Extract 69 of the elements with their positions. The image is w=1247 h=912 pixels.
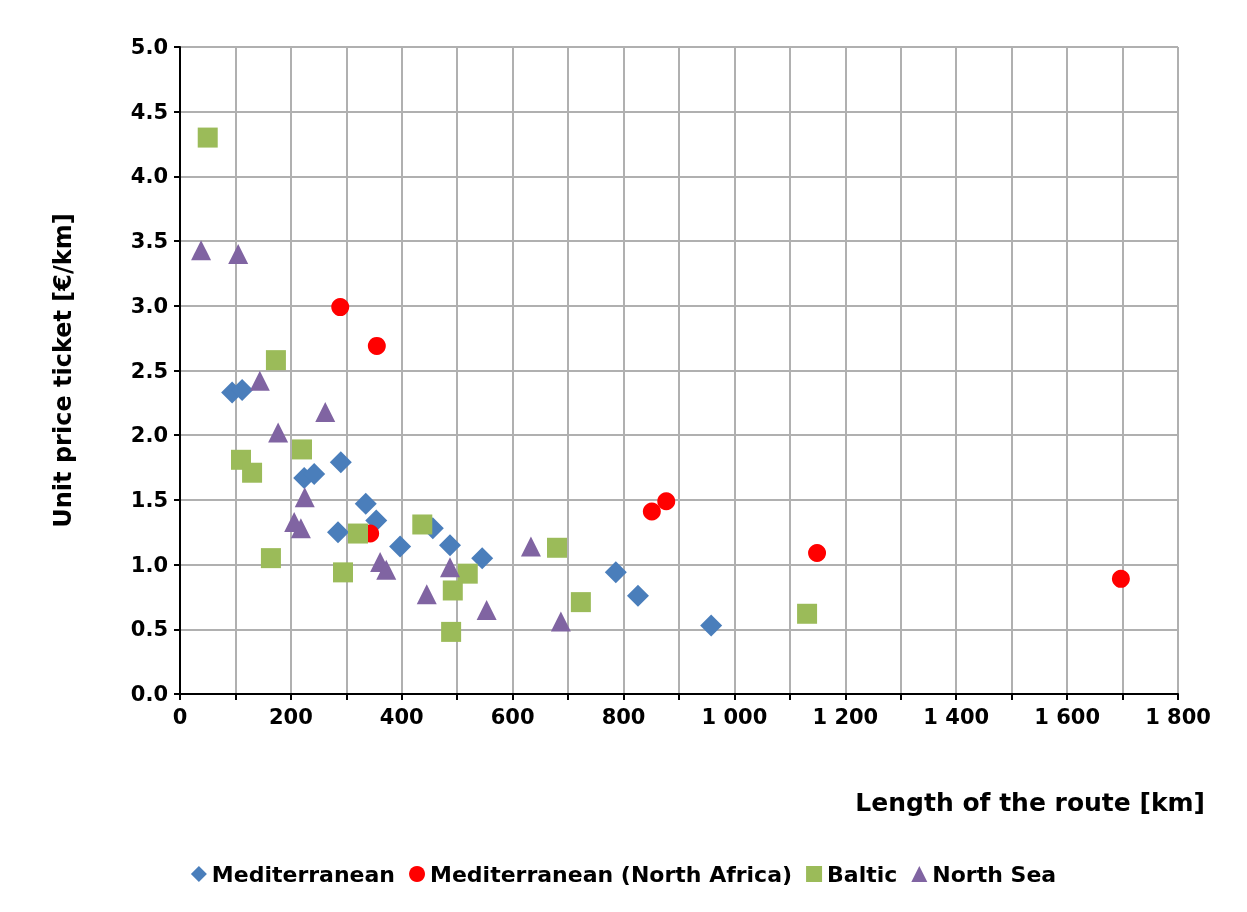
y-tick-label: 1.0 [130, 552, 168, 577]
y-tick-label: 3.0 [130, 293, 168, 318]
point [416, 584, 437, 605]
x-tick-label: 1 200 [812, 704, 879, 729]
point [547, 537, 568, 558]
y-axis-title: Unit price ticket [€/km] [49, 213, 77, 528]
x-tick-label: 800 [601, 704, 646, 729]
point [197, 127, 218, 148]
x-tick-label: 1 000 [701, 704, 768, 729]
point [439, 534, 462, 557]
y-tick-label: 5.0 [130, 35, 168, 59]
point [265, 350, 286, 371]
y-tick-label: 0.5 [130, 617, 168, 642]
point [441, 621, 462, 642]
point [329, 451, 352, 474]
legend-label: Baltic [827, 861, 898, 887]
point [471, 547, 494, 570]
point [520, 536, 541, 557]
point [412, 514, 433, 535]
y-tick-label: 0.0 [130, 682, 168, 706]
point [260, 548, 281, 569]
point [550, 611, 571, 632]
point [389, 535, 412, 558]
point [570, 592, 591, 613]
y-tick-label: 1.5 [130, 487, 168, 512]
point [333, 562, 354, 583]
x-tick-label: 1 400 [923, 704, 990, 729]
point [797, 603, 818, 624]
point [347, 523, 368, 544]
point [331, 298, 350, 317]
y-tick-label: 2.5 [130, 358, 168, 383]
y-tick-label: 4.0 [130, 164, 168, 189]
point [642, 502, 661, 521]
point [376, 559, 397, 580]
point [268, 422, 289, 443]
x-tick-label: 1 800 [1145, 704, 1211, 729]
point [657, 492, 676, 511]
y-tick-label: 4.5 [130, 99, 168, 124]
point [327, 521, 350, 544]
x-tick-label: 1 600 [1034, 704, 1100, 729]
point [367, 336, 386, 355]
legend-label: Mediterranean (North Africa) [430, 861, 793, 887]
point [249, 370, 270, 391]
x-tick-label: 0 [172, 704, 188, 729]
x-axis-title: Length of the route [km] [855, 788, 1206, 817]
legend-label: North Sea [932, 861, 1057, 887]
legend-label: Mediterranean [211, 861, 396, 887]
x-tick-label: 200 [268, 704, 313, 729]
y-tick-label: 3.5 [130, 229, 168, 254]
point [457, 563, 478, 584]
x-tick-label: 600 [490, 704, 535, 729]
x-tick-label: 400 [379, 704, 424, 729]
point [1111, 569, 1130, 588]
point [476, 599, 497, 620]
point [700, 614, 723, 637]
point [294, 487, 315, 508]
point [228, 244, 249, 265]
point [626, 584, 649, 607]
point [442, 580, 463, 601]
point [440, 557, 461, 578]
point [191, 240, 212, 261]
point [291, 439, 312, 460]
point [808, 543, 827, 562]
point [354, 492, 377, 515]
point [242, 462, 263, 483]
y-tick-label: 2.0 [130, 423, 168, 448]
point [604, 561, 627, 584]
point [315, 401, 336, 422]
point [290, 518, 311, 539]
